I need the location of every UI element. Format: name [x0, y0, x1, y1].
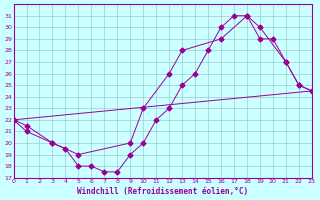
X-axis label: Windchill (Refroidissement éolien,°C): Windchill (Refroidissement éolien,°C): [77, 187, 248, 196]
